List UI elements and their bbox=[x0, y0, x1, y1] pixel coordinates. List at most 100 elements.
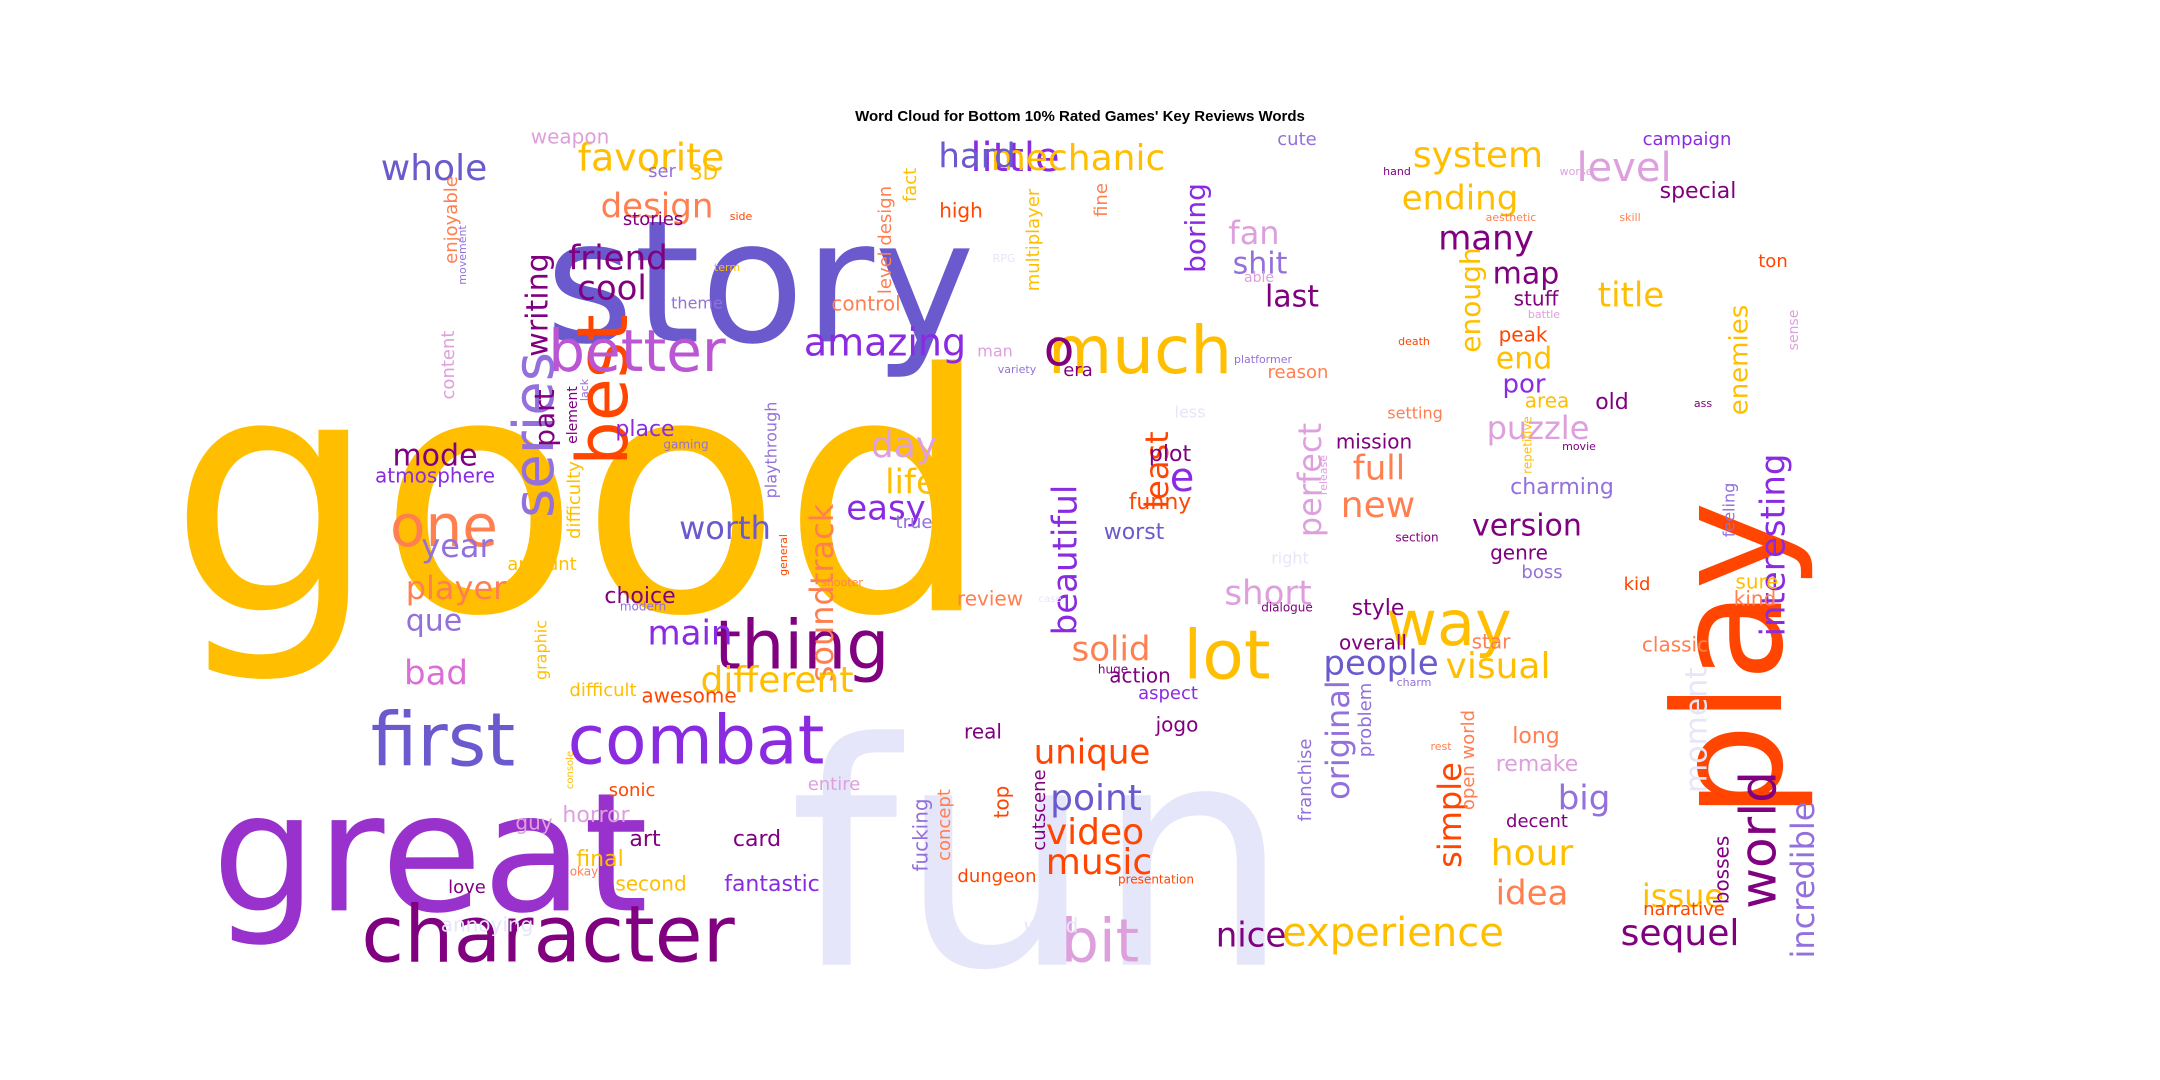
word-presentation: presentation bbox=[1118, 873, 1194, 887]
word-horror: horror bbox=[562, 803, 630, 828]
word-sonic: sonic bbox=[609, 780, 656, 801]
word-choice: choice bbox=[604, 584, 675, 609]
word-moment: moment bbox=[1680, 667, 1715, 793]
word-right: right bbox=[1271, 549, 1309, 568]
word-man: man bbox=[977, 342, 1013, 361]
word-peak: peak bbox=[1499, 323, 1548, 347]
word-title: title bbox=[1598, 276, 1664, 316]
word-experience: experience bbox=[1282, 910, 1504, 956]
word-style: style bbox=[1352, 596, 1405, 621]
word-high: high bbox=[939, 199, 983, 223]
word-skill: skill bbox=[1619, 211, 1640, 224]
word-huge: huge bbox=[1098, 663, 1128, 677]
word-idea: idea bbox=[1496, 874, 1569, 914]
word-great: great bbox=[212, 757, 648, 949]
word-enough: enough bbox=[1454, 247, 1487, 352]
word-design: design bbox=[601, 187, 714, 227]
word-worth: worth bbox=[679, 509, 771, 547]
word-content: content bbox=[438, 331, 459, 400]
word-narrative: narrative bbox=[1643, 899, 1725, 920]
word-problem: problem bbox=[1355, 683, 1376, 757]
word-version: version bbox=[1472, 509, 1582, 544]
word-mode: mode bbox=[392, 439, 477, 474]
word-way: way bbox=[1386, 587, 1511, 660]
word-sure: sure bbox=[1735, 570, 1778, 594]
word-least: least bbox=[1138, 431, 1176, 508]
word-fan: fan bbox=[1228, 214, 1279, 252]
word-character: character bbox=[361, 890, 735, 980]
word-franchise: franchise bbox=[1295, 739, 1316, 822]
word-fine: fine bbox=[1091, 183, 1112, 217]
word-bad: bad bbox=[404, 654, 468, 694]
word-best: best bbox=[562, 314, 644, 465]
word-movie: movie bbox=[1562, 440, 1596, 453]
word-last: last bbox=[1265, 280, 1319, 315]
word-gaming: gaming bbox=[663, 438, 708, 452]
word-art: art bbox=[629, 827, 661, 852]
word-level: level bbox=[1576, 145, 1671, 191]
word-weird: weird bbox=[1024, 914, 1079, 938]
word-graphic: graphic bbox=[532, 620, 551, 680]
word-star: star bbox=[1472, 630, 1512, 654]
word-repetitive: repetitive bbox=[1521, 416, 1535, 474]
word-ending: ending bbox=[1402, 179, 1519, 219]
word-o: o bbox=[1044, 320, 1075, 378]
word-charming: charming bbox=[1510, 475, 1614, 500]
word-action: action bbox=[1109, 664, 1171, 688]
word-cute: cute bbox=[1277, 129, 1316, 150]
word-video: video bbox=[1046, 812, 1144, 853]
word-rpg: RPG bbox=[993, 252, 1016, 265]
word-okay: okay bbox=[570, 865, 599, 879]
word-favorite: favorite bbox=[578, 136, 725, 180]
word-big: big bbox=[1558, 779, 1611, 819]
word-cool: cool bbox=[577, 269, 647, 309]
word-enjoyable: enjoyable bbox=[441, 176, 462, 264]
word-true: true bbox=[896, 512, 933, 533]
word-rest: rest bbox=[1430, 740, 1452, 753]
word-funny: funny bbox=[1129, 490, 1192, 515]
word-level-design: level design bbox=[875, 186, 896, 294]
word-control: control bbox=[831, 292, 900, 316]
word-amazing: amazing bbox=[804, 321, 966, 365]
word-remake: remake bbox=[1496, 752, 1579, 777]
chart-title: Word Cloud for Bottom 10% Rated Games' K… bbox=[855, 108, 1305, 125]
word-dungeon: dungeon bbox=[957, 866, 1036, 887]
word-annoying: annoying bbox=[441, 913, 534, 937]
word-final: final bbox=[576, 847, 623, 872]
word-element: element bbox=[565, 386, 581, 444]
word-beautiful: beautiful bbox=[1046, 485, 1086, 636]
word-main: main bbox=[648, 614, 733, 654]
word-feeling: feeling bbox=[1720, 483, 1739, 538]
word-reason: reason bbox=[1268, 362, 1329, 383]
word-difficulty: difficulty bbox=[564, 461, 585, 539]
word-simple: simple bbox=[1431, 762, 1469, 868]
word-top: top bbox=[990, 786, 1014, 819]
word-area: area bbox=[1525, 389, 1570, 413]
word-case: case bbox=[1039, 594, 1062, 605]
word-difficult: difficult bbox=[569, 680, 636, 701]
word-setting: setting bbox=[1387, 404, 1442, 423]
word-thing: thing bbox=[715, 607, 890, 686]
word-console: console bbox=[565, 751, 576, 789]
word-fucking: fucking bbox=[909, 798, 933, 871]
word-boring: boring bbox=[1179, 183, 1212, 273]
word-sense: sense bbox=[1786, 310, 1802, 351]
word-decent: decent bbox=[1506, 811, 1568, 832]
word-3d: 3D bbox=[690, 161, 718, 185]
word-review: review bbox=[957, 587, 1023, 611]
word-playthrough: playthrough bbox=[762, 402, 781, 499]
word-map: map bbox=[1493, 257, 1560, 292]
word-aesthetic: aesthetic bbox=[1486, 211, 1537, 224]
word-combat: combat bbox=[568, 702, 825, 781]
word-able: able bbox=[1244, 270, 1274, 286]
word-card: card bbox=[733, 827, 781, 852]
word-multiplayer: multiplayer bbox=[1023, 188, 1044, 291]
word-hour: hour bbox=[1491, 833, 1574, 874]
word-one: one bbox=[390, 492, 498, 560]
word-movement: movement bbox=[456, 225, 469, 285]
word-story: story bbox=[545, 184, 975, 382]
word-death: death bbox=[1398, 335, 1430, 348]
word-enemies: enemies bbox=[1725, 305, 1755, 416]
word-fun: fun bbox=[789, 678, 1291, 1039]
word-aspect: aspect bbox=[1138, 683, 1198, 704]
